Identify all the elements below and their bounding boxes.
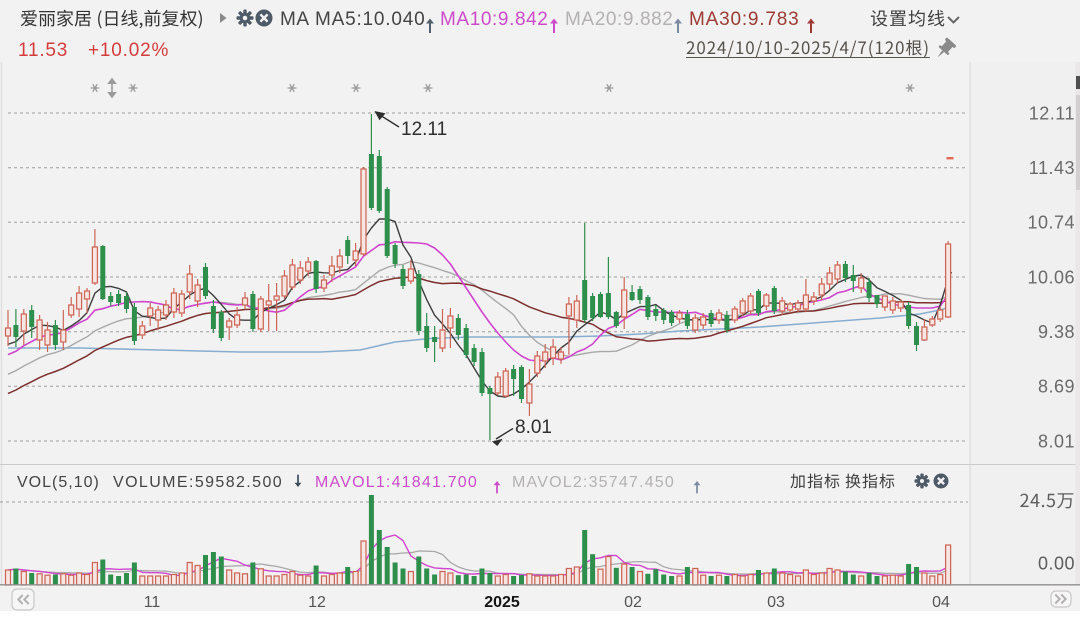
svg-text:MAVOL1:41841.700: MAVOL1:41841.700 <box>315 474 478 491</box>
svg-text:+10.02%: +10.02% <box>88 40 169 61</box>
svg-text:03: 03 <box>767 594 785 611</box>
svg-text:MA: MA <box>280 9 310 30</box>
svg-text:02: 02 <box>624 594 642 611</box>
svg-text:11.53: 11.53 <box>18 40 68 61</box>
svg-text:8.01: 8.01 <box>515 417 552 438</box>
svg-text:MA30:9.783: MA30:9.783 <box>689 9 799 30</box>
svg-text:11.43: 11.43 <box>1029 158 1075 178</box>
svg-text:8.01: 8.01 <box>1038 431 1075 451</box>
svg-text:MA5:10.040: MA5:10.040 <box>315 9 425 30</box>
svg-text:04: 04 <box>932 594 950 611</box>
svg-text:2025: 2025 <box>484 594 520 611</box>
svg-text:10.06: 10.06 <box>1027 267 1075 287</box>
svg-text:MAVOL2:35747.450: MAVOL2:35747.450 <box>512 474 675 491</box>
svg-text:VOLUME:59582.500: VOLUME:59582.500 <box>113 474 283 491</box>
svg-text:9.38: 9.38 <box>1038 322 1075 342</box>
svg-text:MA10:9.842: MA10:9.842 <box>440 9 548 30</box>
svg-text:MA20:9.882: MA20:9.882 <box>565 9 673 30</box>
svg-text:10.74: 10.74 <box>1027 213 1075 233</box>
svg-text:12.11: 12.11 <box>401 119 447 140</box>
svg-text:0.00: 0.00 <box>1038 553 1075 573</box>
svg-text:VOL(5,10): VOL(5,10) <box>17 474 100 491</box>
svg-text:8.69: 8.69 <box>1038 377 1075 397</box>
svg-text:12.11: 12.11 <box>1029 103 1075 123</box>
svg-text:12: 12 <box>308 594 326 611</box>
svg-text:11: 11 <box>144 594 161 611</box>
